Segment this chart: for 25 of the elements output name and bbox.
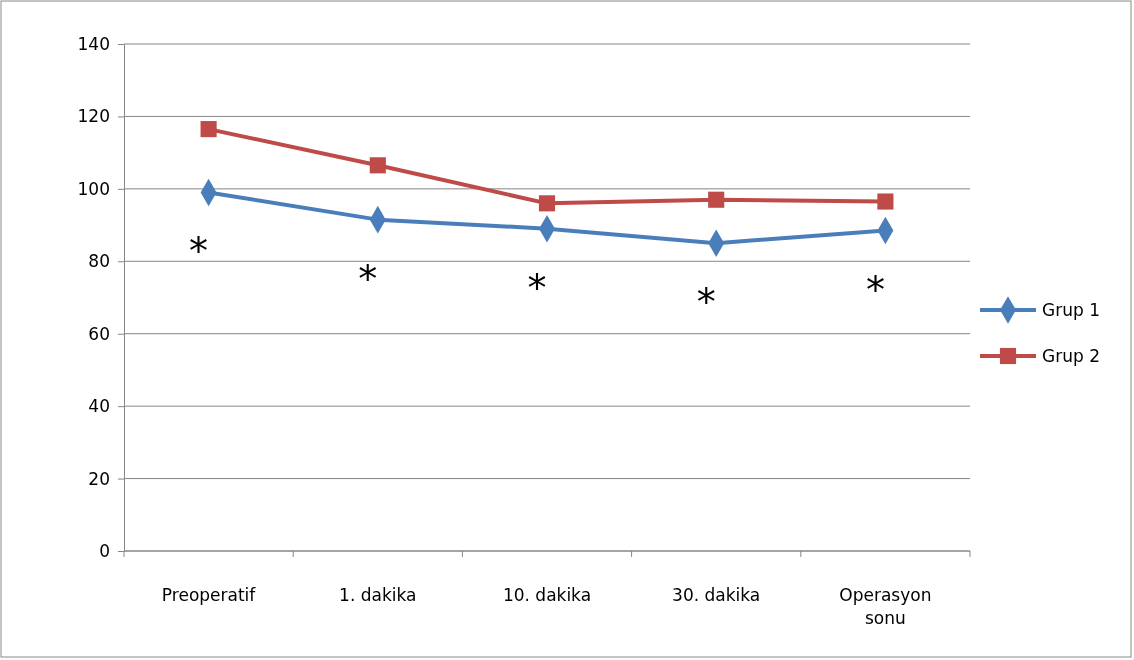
point	[538, 195, 556, 212]
annotation: *	[527, 265, 547, 310]
y-tick-label: 80	[88, 251, 110, 272]
x-tick-label: 1. dakika	[339, 585, 417, 605]
y-tick-label: 100	[77, 178, 110, 199]
x-tick-label: 10. dakika	[502, 585, 592, 605]
x-tick-label: 30. dakika	[672, 585, 761, 605]
y-tick-label: 120	[77, 106, 110, 127]
y-tick-label: 20	[88, 468, 110, 489]
annotation: *	[865, 267, 885, 312]
y-tick-label: 140	[77, 33, 110, 54]
y-tick-label: 60	[88, 323, 110, 344]
legend-label: Grup 2	[1042, 346, 1100, 366]
x-tick-label: Operasyon sonu	[839, 585, 932, 628]
point	[877, 193, 894, 210]
point	[200, 121, 217, 138]
annotation: *	[189, 229, 209, 274]
point	[708, 191, 725, 208]
annotation: *	[358, 256, 378, 301]
x-tick-label: Preoperatif	[161, 585, 257, 605]
point	[369, 157, 386, 174]
y-tick-label: 40	[88, 396, 110, 417]
legend-label: Grup 1	[1042, 300, 1100, 320]
y-tick-label: 0	[99, 540, 110, 561]
annotation: *	[696, 280, 716, 325]
